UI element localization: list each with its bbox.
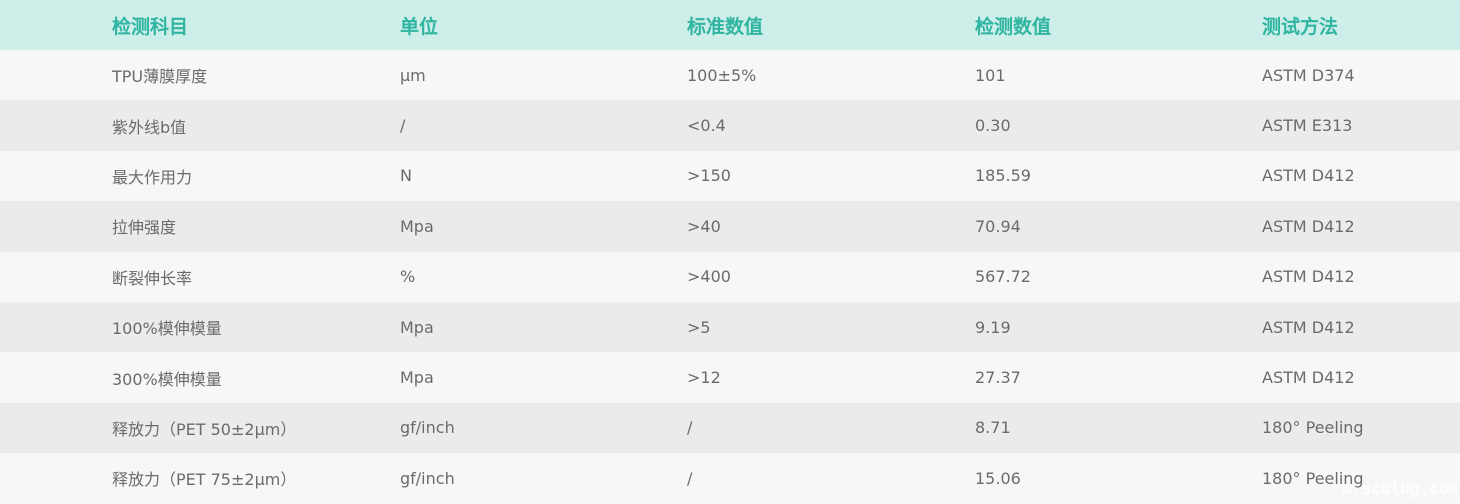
table-cell: ASTM D412 <box>1262 368 1355 388</box>
column-header: 检测科目 <box>112 15 189 38</box>
table-cell: Mpa <box>400 368 434 388</box>
table-cell: 100±5% <box>687 65 757 85</box>
table-row: 释放力（PET 75±2µm） gf/inch / 15.06 180° Peeling <box>0 453 1460 504</box>
table-cell: 180° Peeling <box>1262 468 1364 488</box>
table-cell: 0.30 <box>975 116 1011 136</box>
table-row: 100%模伸模量 Mpa >5 9.19 ASTM D412 <box>0 301 1460 353</box>
table-cell: >12 <box>687 368 721 388</box>
table-cell: Mpa <box>400 216 434 236</box>
table-cell: 断裂伸长率 <box>112 268 193 288</box>
table-header: 检测科目 单位 标准数值 检测数值 测试方法 <box>0 0 1460 50</box>
table-cell: / <box>400 116 406 136</box>
table-cell: >150 <box>687 166 731 186</box>
table-row: 拉伸强度 Mpa >40 70.94 ASTM D412 <box>0 201 1460 252</box>
table-cell: 185.59 <box>975 166 1031 186</box>
table-cell: ASTM D374 <box>1262 65 1355 85</box>
table-cell: 释放力（PET 50±2µm） <box>112 419 297 439</box>
table-cell: Mpa <box>400 317 434 337</box>
table-cell: >400 <box>687 267 731 287</box>
table-cell: 8.71 <box>975 418 1011 438</box>
table-cell: 27.37 <box>975 368 1021 388</box>
table-body: TPU薄膜厚度 µm 100±5% 101 ASTM D374 紫外线b值 / <0.4 0.3… <box>0 50 1460 504</box>
table-cell: 100%模伸模量 <box>112 319 222 339</box>
table-cell: ASTM D412 <box>1262 166 1355 186</box>
column-header: 单位 <box>400 15 439 38</box>
column-header: 测试方法 <box>1262 15 1339 38</box>
table-cell: 9.19 <box>975 317 1011 337</box>
table-cell: <0.4 <box>687 116 726 136</box>
column-header: 检测数值 <box>975 15 1052 38</box>
table-row: 断裂伸长率% >400 567.72 ASTM D412 <box>0 251 1460 302</box>
table-cell: 300%模伸模量 <box>112 369 222 389</box>
table-cell: ASTM D412 <box>1262 216 1355 236</box>
table-cell: 最大作用力 <box>112 167 193 187</box>
table-cell: gf/inch <box>400 468 455 488</box>
table-cell: ASTM E313 <box>1262 116 1353 136</box>
table-cell: / <box>687 418 693 438</box>
table-cell: 567.72 <box>975 267 1031 287</box>
table-cell: N <box>400 166 412 186</box>
table-cell: 释放力（PET 75±2µm） <box>112 470 297 490</box>
table-cell: % <box>400 267 416 287</box>
column-header: 标准数值 <box>687 15 764 38</box>
table-cell: >5 <box>687 317 711 337</box>
table-row: 300%模伸模量 Mpa >12 27.37 ASTM D412 <box>0 352 1460 403</box>
table-row: TPU薄膜厚度 µm 100±5% 101 ASTM D374 <box>0 50 1460 101</box>
table-cell: 紫外线b值 <box>112 117 187 137</box>
table-cell: TPU薄膜厚度 <box>112 67 208 87</box>
table-cell: ASTM D412 <box>1262 317 1355 337</box>
table-row: 释放力（PET 50±2µm） gf/inch / 8.71 180° Peeling <box>0 402 1460 454</box>
table-row: 紫外线b值 / <0.4 0.30 ASTM E313 <box>0 100 1460 151</box>
table-cell: 70.94 <box>975 216 1021 236</box>
table-cell: >40 <box>687 216 721 236</box>
table-cell: 101 <box>975 65 1006 85</box>
table-cell: 180° Peeling <box>1262 418 1364 438</box>
table-cell: / <box>687 468 693 488</box>
table-cell: ASTM D412 <box>1262 267 1355 287</box>
table-cell: 拉伸强度 <box>112 218 177 238</box>
table-cell: gf/inch <box>400 418 455 438</box>
table-row: 最大作用力 N >150 185.59 ASTM D412 <box>0 150 1460 202</box>
watermark: m.sculbg.com <box>1342 479 1458 498</box>
table-cell: µm <box>400 65 426 85</box>
table-cell: 15.06 <box>975 468 1021 488</box>
